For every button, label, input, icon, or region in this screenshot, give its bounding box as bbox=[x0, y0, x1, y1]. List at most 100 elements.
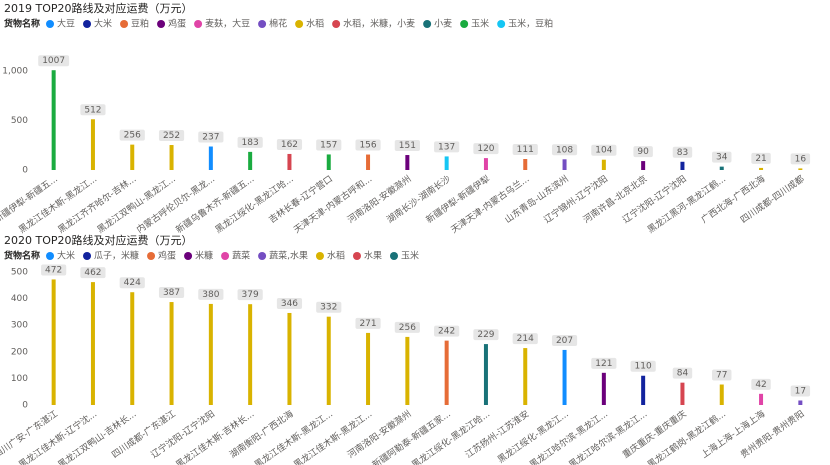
data-label-bg bbox=[630, 360, 656, 372]
data-label: 21 bbox=[755, 154, 766, 164]
bar bbox=[444, 340, 449, 405]
legend-swatch bbox=[423, 20, 432, 28]
legend-label: 蔬菜 bbox=[232, 250, 250, 262]
data-label: 252 bbox=[163, 131, 180, 141]
y-tick-label: 0 bbox=[22, 401, 28, 411]
y-tick-label: 100 bbox=[11, 374, 28, 384]
legend-swatch bbox=[83, 20, 92, 28]
x-tick-label: 新疆伊犁-新疆伊犁 bbox=[424, 173, 493, 226]
legend-swatch bbox=[120, 20, 129, 28]
x-tick-label: 辽宁锦州-辽宁沈阳 bbox=[541, 173, 610, 226]
bar bbox=[523, 348, 528, 405]
bar bbox=[248, 151, 253, 170]
legend-label: 鸡蛋 bbox=[158, 250, 176, 262]
bar bbox=[719, 166, 724, 170]
data-label: 157 bbox=[320, 140, 337, 150]
data-label: 207 bbox=[556, 336, 573, 346]
data-label: 137 bbox=[438, 142, 455, 152]
data-label-bg bbox=[80, 104, 106, 116]
bar bbox=[51, 279, 56, 405]
bar bbox=[90, 282, 95, 405]
data-label: 34 bbox=[716, 153, 728, 163]
data-label: 77 bbox=[716, 371, 727, 381]
x-tick-label: 湖南衡阳-广西北海 bbox=[227, 408, 296, 461]
data-label: 16 bbox=[795, 154, 807, 164]
data-label: 84 bbox=[677, 369, 689, 379]
data-label-bg bbox=[712, 151, 732, 163]
bar bbox=[248, 304, 253, 405]
bar bbox=[405, 336, 410, 405]
data-label-bg bbox=[355, 139, 381, 151]
data-label-bg bbox=[473, 329, 499, 341]
bar bbox=[130, 144, 135, 170]
legend-title: 货物名称 bbox=[4, 18, 40, 30]
x-tick-label: 广西北海-广西北海 bbox=[699, 173, 768, 226]
legend-swatch bbox=[258, 252, 267, 260]
data-label-bg bbox=[80, 267, 106, 279]
legend-swatch bbox=[390, 252, 398, 260]
bar bbox=[483, 344, 488, 405]
x-tick-label: 辽宁沈阳-辽宁沈阳 bbox=[148, 408, 217, 461]
data-label: 462 bbox=[84, 268, 101, 278]
data-label-bg bbox=[316, 301, 342, 313]
bar bbox=[719, 384, 724, 405]
data-label-bg bbox=[790, 153, 811, 165]
data-label: 151 bbox=[399, 141, 416, 151]
data-label: 346 bbox=[281, 299, 298, 309]
bar bbox=[483, 158, 488, 170]
legend-swatch bbox=[46, 252, 55, 260]
data-label: 256 bbox=[124, 131, 141, 141]
y-tick-label: 500 bbox=[11, 268, 28, 278]
bar bbox=[562, 159, 567, 170]
data-label: 83 bbox=[677, 148, 688, 158]
data-label: 242 bbox=[438, 327, 455, 337]
data-label-bg bbox=[751, 152, 771, 164]
bar bbox=[601, 159, 606, 170]
x-tick-label: 上海上海-上海上海 bbox=[699, 408, 768, 461]
data-label: 42 bbox=[755, 380, 766, 390]
bar bbox=[641, 161, 646, 170]
bar bbox=[798, 168, 803, 170]
bar bbox=[287, 153, 292, 170]
y-tick-label: 300 bbox=[11, 321, 28, 331]
legend-label: 豆粕 bbox=[131, 18, 149, 30]
x-tick-label: 吉林长春-辽宁营口 bbox=[266, 173, 335, 226]
bar bbox=[366, 332, 371, 405]
data-label-bg bbox=[712, 369, 732, 381]
y-tick-label: 200 bbox=[11, 347, 28, 357]
legend-label: 棉花 bbox=[269, 18, 287, 30]
bar bbox=[287, 312, 292, 405]
data-label-bg bbox=[434, 141, 460, 153]
bar bbox=[90, 119, 95, 170]
bar bbox=[680, 161, 685, 170]
bar bbox=[759, 167, 764, 170]
data-label: 332 bbox=[320, 303, 337, 313]
data-label: 271 bbox=[359, 319, 376, 329]
bar bbox=[641, 375, 646, 405]
data-label: 1007 bbox=[42, 56, 65, 66]
data-label-bg bbox=[316, 139, 342, 151]
bar bbox=[326, 316, 331, 405]
data-label: 237 bbox=[202, 133, 219, 143]
bar bbox=[169, 145, 174, 170]
legend-swatch bbox=[157, 20, 166, 28]
x-tick-label: 新疆伊犁-新疆五... bbox=[0, 173, 60, 226]
data-label: 387 bbox=[163, 288, 180, 298]
legend-label: 大豆 bbox=[57, 18, 75, 30]
data-label-bg bbox=[551, 334, 578, 346]
data-label-bg bbox=[355, 317, 381, 329]
x-tick-label: 河南许昌-北京北京 bbox=[581, 173, 650, 226]
legend-swatch bbox=[46, 20, 55, 28]
y-tick-label: 400 bbox=[11, 294, 28, 304]
data-label-bg bbox=[237, 289, 263, 301]
data-label-bg bbox=[473, 143, 499, 155]
x-tick-label: 河南洛阳-安徽滁州 bbox=[345, 408, 414, 461]
data-label-bg bbox=[119, 129, 145, 141]
legend-label: 玉米，豆粕 bbox=[508, 18, 553, 30]
legend-swatch bbox=[497, 20, 506, 28]
legend-label: 小麦 bbox=[434, 18, 452, 30]
legend-title: 货物名称 bbox=[4, 250, 40, 262]
data-label-bg bbox=[512, 333, 538, 345]
data-label-bg bbox=[551, 144, 578, 156]
bar bbox=[759, 393, 764, 405]
